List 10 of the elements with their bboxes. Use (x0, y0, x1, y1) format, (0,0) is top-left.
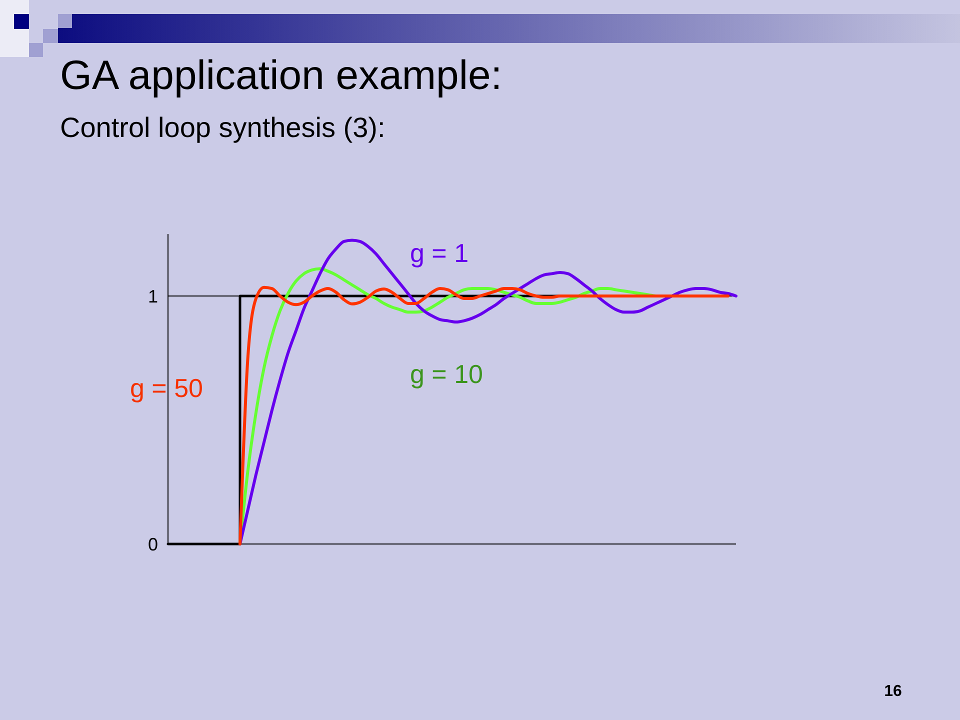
y-tick-label: 1 (148, 286, 158, 306)
chart-title: GA application example: (60, 52, 502, 98)
series-label: g = 1 (410, 238, 469, 268)
series-label: g = 50 (130, 373, 204, 403)
line-series (238, 238, 738, 546)
y-tick-label: 0 (148, 534, 158, 554)
text: 16 (884, 683, 902, 700)
chart-subtitle: Control loop synthesis (3): (60, 112, 386, 143)
series-label: g = 10 (410, 359, 484, 389)
line-series (238, 286, 730, 546)
